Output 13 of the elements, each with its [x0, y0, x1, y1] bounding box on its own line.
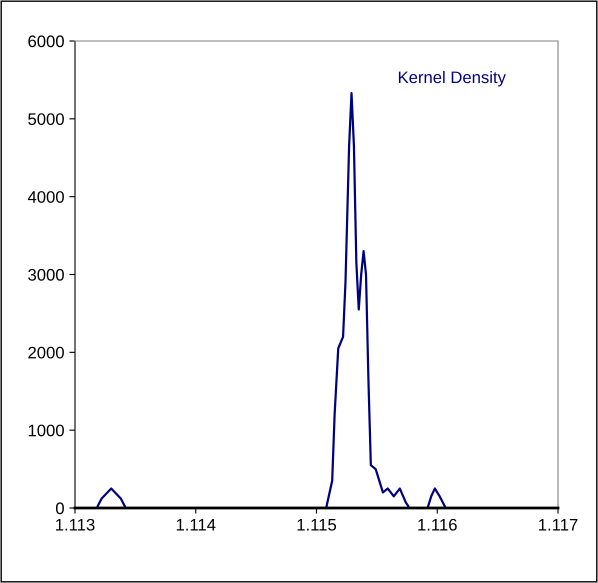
x-tick-label: 1.116	[418, 518, 457, 531]
x-tick-label: 1.117	[539, 519, 578, 530]
y-tick-label: 1000	[28, 424, 64, 436]
y-tick-label: 2000	[28, 346, 64, 359]
y-tick-label: 3000	[28, 268, 64, 281]
y-tick-label: 6000	[28, 35, 64, 48]
y-tick-label: 0	[56, 502, 64, 514]
x-tick-label: 1.115	[298, 519, 336, 531]
y-tick-label: 5000	[28, 113, 64, 126]
x-tick-label: 1.113	[56, 518, 95, 531]
y-tick-label: 4000	[28, 191, 64, 203]
annotation: Kernel Density	[398, 70, 506, 86]
x-tick-label: 1.114	[176, 519, 216, 530]
